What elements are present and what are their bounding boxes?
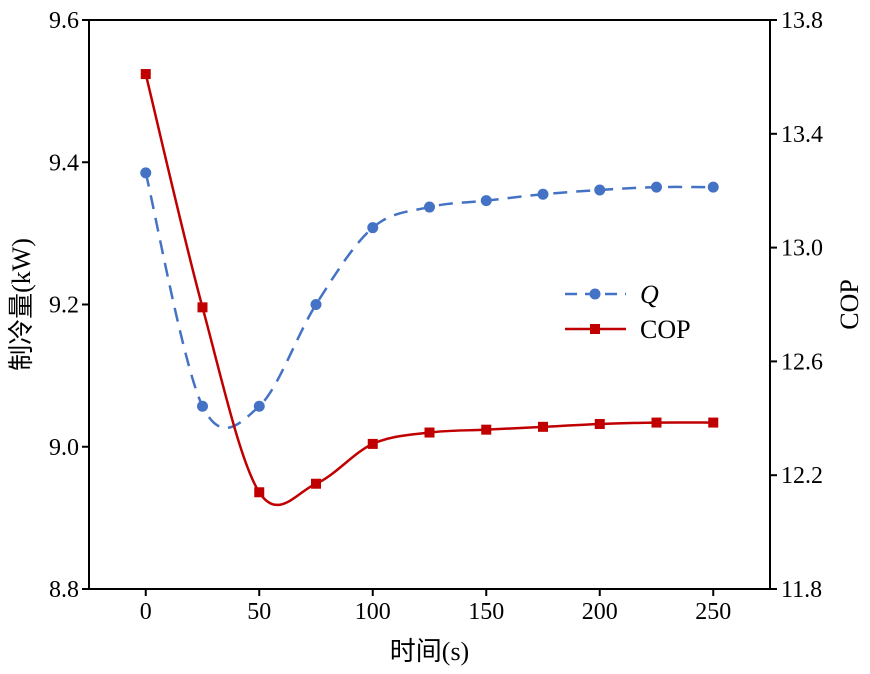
data-point-cop	[651, 417, 662, 428]
data-point-q	[651, 181, 662, 193]
x-tick-label: 250	[695, 599, 731, 625]
y-left-tick-label: 9.4	[49, 150, 79, 176]
x-tick-label: 100	[355, 599, 391, 625]
y-right-tick-label: 11.8	[781, 577, 822, 603]
y-left-tick-label: 9.6	[49, 8, 79, 34]
y-left-tick-label: 9.0	[49, 435, 79, 461]
y-right-tick-label: 13.8	[781, 8, 823, 34]
data-point-cop	[424, 427, 435, 438]
plot-markers	[140, 69, 719, 498]
legend-q-marker	[589, 288, 601, 300]
data-point-cop	[311, 478, 321, 489]
data-point-cop	[594, 418, 605, 429]
data-point-cop	[254, 487, 265, 498]
data-point-q	[707, 181, 719, 193]
data-point-q	[424, 201, 435, 213]
y-right-tick-label: 12.6	[781, 349, 823, 375]
data-point-q	[367, 222, 379, 234]
x-tick-label: 150	[468, 599, 504, 625]
x-tick-label: 0	[140, 599, 152, 625]
legend-cop-label: COP	[640, 315, 691, 344]
y-right-axis-title: COP	[835, 279, 864, 330]
tick-labels: 0 50 100 150 200 250 8.8 9.0 9.2 9.4 9.6 11.8 12.2 12…	[49, 8, 823, 625]
x-axis-title: 时间(s)	[390, 637, 469, 666]
data-point-cop	[538, 421, 548, 432]
data-point-q	[140, 167, 152, 179]
axis-ticks	[82, 19, 777, 596]
series-line-cop	[144, 73, 714, 507]
y-left-tick-label: 8.8	[49, 577, 79, 603]
data-point-cop	[140, 69, 151, 80]
data-point-q	[253, 400, 265, 412]
y-left-tick-label: 9.2	[49, 293, 79, 319]
data-point-cop	[367, 438, 378, 449]
x-tick-label: 200	[582, 599, 618, 625]
legend-q-label: Q	[640, 280, 659, 309]
legend-cop-marker	[590, 324, 600, 334]
y-left-axis-title: 制冷量(kW)	[7, 238, 36, 371]
legend: Q COP	[565, 280, 691, 344]
y-right-tick-label: 13.4	[781, 122, 823, 148]
plot-lines	[144, 73, 714, 507]
y-right-tick-label: 12.2	[781, 463, 823, 489]
data-point-q	[310, 299, 322, 310]
data-point-q	[197, 400, 208, 412]
data-point-cop	[197, 302, 208, 313]
x-tick-label: 50	[247, 599, 271, 625]
data-point-cop	[481, 424, 492, 435]
data-point-q	[480, 195, 492, 207]
plot-frame	[88, 19, 771, 590]
data-point-cop	[708, 417, 719, 428]
data-point-q	[537, 188, 549, 200]
data-point-q	[594, 184, 606, 196]
y-right-tick-label: 13.0	[781, 236, 823, 262]
